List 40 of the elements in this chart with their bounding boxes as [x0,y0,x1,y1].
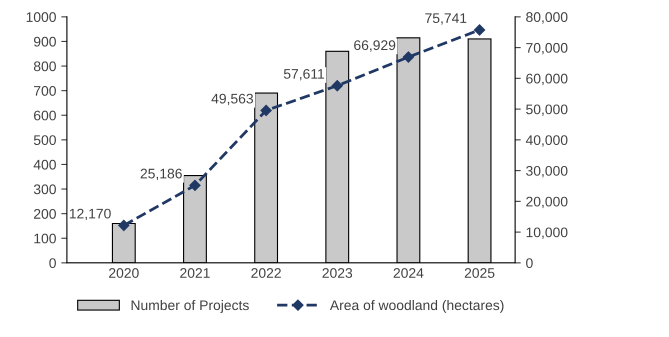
point [474,24,486,36]
x-tick-label: 2020 [109,268,139,278]
y2-tick-label: 60,000 [526,74,568,86]
y2-tick-label: 0 [526,258,533,268]
x-tick-label: 2025 [464,268,494,278]
y2-tick-label: 20,000 [526,196,568,208]
y2-tick-label: 40,000 [526,135,568,147]
point [402,51,414,63]
y2-tick-label: 80,000 [526,12,568,24]
y-tick-label: 200 [34,208,56,219]
y-tick-label: 800 [34,61,56,72]
y-tick-label: 500 [34,135,56,146]
x-tick-label: 2024 [394,268,424,278]
y-tick-label: 0 [49,258,56,268]
y-tick-label: 600 [34,110,56,120]
point [332,80,343,92]
y2-tick-label: 30,000 [526,166,568,178]
y-tick-label: 400 [34,160,56,170]
legend-label: Area of woodland (hectares) [330,300,504,313]
data-label: 66,929 [354,40,396,52]
data-label: 75,741 [425,13,466,25]
y2-tick-label: 10,000 [526,227,568,239]
point [189,180,201,192]
y-tick-label: 100 [34,234,56,244]
point [118,220,130,232]
data-label: 49,563 [211,94,254,106]
y-tick-label: 1000 [26,12,56,22]
y2-tick-label: 70,000 [526,42,568,54]
legend-label: Number of Projects [132,300,249,313]
y2-tick-label: 50,000 [526,104,568,116]
x-tick-label: 2023 [322,268,352,278]
y-tick-label: 700 [34,86,56,96]
point [260,104,272,116]
x-tick-label: 2022 [251,268,281,278]
y-tick-label: 300 [34,184,56,194]
data-label: 12,170 [70,208,111,220]
data-label: 57,611 [284,68,324,80]
data-label: 25,186 [140,168,182,180]
y-tick-label: 900 [34,36,56,47]
x-tick-label: 2021 [180,268,210,278]
